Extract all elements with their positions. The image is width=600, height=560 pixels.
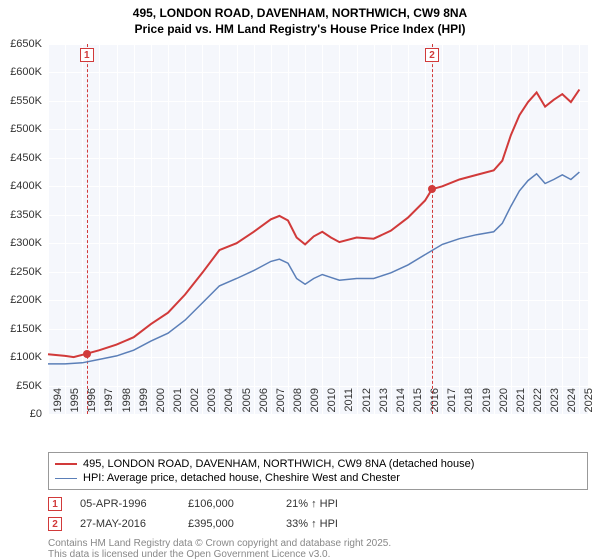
x-tick-label: 1996 [86,388,98,418]
y-tick-label: £500K [0,123,42,135]
chart-area: 12 £0£50K£100K£150K£200K£250K£300K£350K£… [48,44,588,414]
x-tick-label: 2015 [412,388,424,418]
legend-label-property: 495, LONDON ROAD, DAVENHAM, NORTHWICH, C… [83,458,474,470]
title-block: 495, LONDON ROAD, DAVENHAM, NORTHWICH, C… [0,0,600,39]
chart-container: 495, LONDON ROAD, DAVENHAM, NORTHWICH, C… [0,0,600,560]
y-tick-label: £100K [0,351,42,363]
x-tick-label: 2006 [258,388,270,418]
x-tick-label: 2022 [532,388,544,418]
legend-item-property: 495, LONDON ROAD, DAVENHAM, NORTHWICH, C… [55,457,581,471]
y-tick-label: £400K [0,180,42,192]
x-tick-label: 2011 [343,388,355,418]
y-tick-label: £300K [0,237,42,249]
x-tick-label: 1998 [121,388,133,418]
footer-line-1: Contains HM Land Registry data © Crown c… [48,538,391,549]
legend-swatch-hpi [55,478,77,479]
footer-line-2: This data is licensed under the Open Gov… [48,549,391,560]
x-tick-label: 2013 [378,388,390,418]
x-tick-label: 2000 [155,388,167,418]
dp-date-2: 27-MAY-2016 [80,518,170,530]
series-line-hpi [48,172,579,364]
dp-price-1: £106,000 [188,498,268,510]
marker-badge-1: 1 [48,497,62,511]
x-tick-label: 2002 [189,388,201,418]
series-line-property [48,90,579,358]
y-tick-label: £450K [0,152,42,164]
x-tick-label: 2020 [498,388,510,418]
dp-delta-2: 33% ↑ HPI [286,518,338,530]
x-tick-label: 2024 [566,388,578,418]
y-tick-label: £50K [0,380,42,392]
data-points-table: 1 05-APR-1996 £106,000 21% ↑ HPI 2 27-MA… [48,494,588,534]
y-tick-label: £550K [0,95,42,107]
dp-delta-1: 21% ↑ HPI [286,498,338,510]
data-point-row-2: 2 27-MAY-2016 £395,000 33% ↑ HPI [48,514,588,534]
x-tick-label: 2004 [223,388,235,418]
x-tick-label: 2018 [463,388,475,418]
x-tick-label: 2014 [395,388,407,418]
marker-badge-2: 2 [48,517,62,531]
title-line-2: Price paid vs. HM Land Registry's House … [0,22,600,38]
x-tick-label: 2009 [309,388,321,418]
x-tick-label: 1995 [69,388,81,418]
x-tick-label: 2007 [275,388,287,418]
data-point-row-1: 1 05-APR-1996 £106,000 21% ↑ HPI [48,494,588,514]
x-tick-label: 2021 [515,388,527,418]
x-tick-label: 2016 [429,388,441,418]
x-tick-label: 2012 [361,388,373,418]
y-tick-label: £250K [0,266,42,278]
x-tick-label: 2023 [549,388,561,418]
x-tick-label: 2019 [481,388,493,418]
x-tick-label: 2005 [241,388,253,418]
x-tick-label: 1994 [52,388,64,418]
x-tick-label: 2008 [292,388,304,418]
footer: Contains HM Land Registry data © Crown c… [48,538,391,560]
title-line-1: 495, LONDON ROAD, DAVENHAM, NORTHWICH, C… [0,6,600,22]
dp-price-2: £395,000 [188,518,268,530]
x-tick-label: 2010 [326,388,338,418]
line-plot [48,44,588,414]
y-tick-label: £200K [0,294,42,306]
x-tick-label: 2017 [446,388,458,418]
x-tick-label: 1999 [138,388,150,418]
y-tick-label: £600K [0,66,42,78]
x-tick-label: 2025 [583,388,595,418]
y-tick-label: £650K [0,38,42,50]
legend-item-hpi: HPI: Average price, detached house, Ches… [55,471,581,485]
x-tick-label: 1997 [103,388,115,418]
x-tick-label: 2003 [206,388,218,418]
y-tick-label: £150K [0,323,42,335]
legend-swatch-property [55,463,77,465]
y-tick-label: £0 [0,408,42,420]
y-tick-label: £350K [0,209,42,221]
x-tick-label: 2001 [172,388,184,418]
legend: 495, LONDON ROAD, DAVENHAM, NORTHWICH, C… [48,452,588,490]
legend-label-hpi: HPI: Average price, detached house, Ches… [83,472,400,484]
dp-date-1: 05-APR-1996 [80,498,170,510]
